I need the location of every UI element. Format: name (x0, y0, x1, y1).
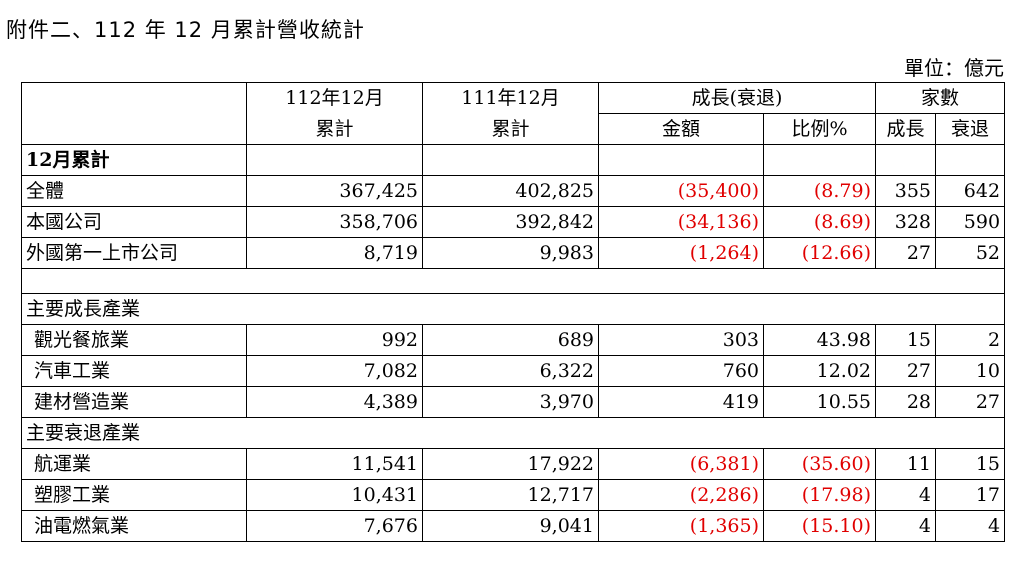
cell-current: 10,431 (246, 479, 423, 511)
row-name: 建材營造業 (21, 386, 247, 418)
header-ratio: 比例% (762, 113, 877, 145)
cell-decline: 642 (935, 175, 1006, 207)
section-label: 12月累計 (21, 144, 247, 176)
header-current-cum: 累計 (246, 113, 423, 145)
table-row: 航運業 11,541 17,922 (6,381) (35.60) 11 15 (21, 448, 1006, 480)
table-row: 本國公司 358,706 392,842 (34,136) (8.69) 328… (21, 206, 1006, 238)
cell-current: 367,425 (246, 175, 423, 207)
page-title: 附件二、112 年 12 月累計營收統計 (6, 18, 365, 42)
header-companies: 家數 (875, 82, 1006, 114)
row-name: 油電燃氣業 (21, 510, 247, 542)
cell-ratio: (17.98) (762, 479, 877, 511)
cell-previous: 9,041 (422, 510, 599, 542)
section-row: 12月累計 (21, 144, 1006, 176)
category-row: 主要衰退產業 (20, 417, 1006, 449)
table-row: 油電燃氣業 7,676 9,041 (1,365) (15.10) 4 4 (21, 510, 1006, 542)
cell-grow: 355 (875, 175, 937, 207)
category-row: 主要成長產業 (20, 293, 1006, 325)
header-previous: 111年12月 (422, 82, 599, 114)
cell-decline: 17 (935, 479, 1006, 511)
table-row: 外國第一上市公司 8,719 9,983 (1,264) (12.66) 27 … (21, 237, 1006, 269)
cell-amount: (34,136) (598, 206, 764, 238)
cell-amount: 303 (598, 324, 764, 356)
cell-decline: 4 (935, 510, 1006, 542)
table-row: 塑膠工業 10,431 12,717 (2,286) (17.98) 4 17 (21, 479, 1006, 511)
header-row-1: 112年12月 111年12月 成長(衰退) 家數 (21, 82, 1006, 114)
cell-previous: 689 (422, 324, 599, 356)
cell-amount: (2,286) (598, 479, 764, 511)
header-previous-cum: 累計 (422, 113, 599, 145)
cell-grow: 27 (875, 237, 937, 269)
header-blank-2 (21, 113, 247, 145)
row-name: 航運業 (21, 448, 247, 480)
cell-ratio: (12.66) (762, 237, 877, 269)
cell-grow: 4 (875, 510, 937, 542)
cell-ratio: (35.60) (762, 448, 877, 480)
header-growth: 成長(衰退) (597, 82, 877, 114)
cell-current: 358,706 (246, 206, 423, 238)
decline-section-label: 主要衰退產業 (20, 417, 1006, 449)
header-amount: 金額 (598, 113, 764, 145)
row-name: 觀光餐旅業 (21, 324, 247, 356)
cell-grow: 28 (875, 386, 937, 418)
cell-previous: 17,922 (422, 448, 599, 480)
cell-grow: 4 (875, 479, 937, 511)
unit-label: 單位：億元 (904, 56, 1004, 80)
cell-previous: 9,983 (422, 237, 599, 269)
table-row: 全體 367,425 402,825 (35,400) (8.79) 355 6… (21, 175, 1006, 207)
cell-previous: 392,842 (422, 206, 599, 238)
cell-decline: 2 (935, 324, 1006, 356)
cell-grow: 15 (875, 324, 937, 356)
row-name: 汽車工業 (21, 355, 247, 387)
header-grow: 成長 (875, 113, 937, 145)
header-row-2: 累計 累計 金額 比例% 成長 衰退 (21, 113, 1006, 145)
cell-amount: (1,264) (598, 237, 764, 269)
header-current: 112年12月 (246, 82, 423, 114)
row-name: 外國第一上市公司 (21, 237, 247, 269)
cell-ratio: 10.55 (762, 386, 877, 418)
cell-decline: 27 (935, 386, 1006, 418)
cell-ratio: 12.02 (762, 355, 877, 387)
cell-previous: 3,970 (422, 386, 599, 418)
cell-grow: 328 (875, 206, 937, 238)
row-name: 全體 (21, 175, 247, 207)
cell-previous: 402,825 (422, 175, 599, 207)
spacer-row (20, 268, 1006, 294)
row-name: 本國公司 (21, 206, 247, 238)
cell-current: 992 (246, 324, 423, 356)
cell-decline: 52 (935, 237, 1006, 269)
cell-previous: 12,717 (422, 479, 599, 511)
cell-grow: 27 (875, 355, 937, 387)
cell-amount: (35,400) (598, 175, 764, 207)
growth-section-label: 主要成長產業 (20, 293, 1006, 325)
cell-current: 4,389 (246, 386, 423, 418)
cell-decline: 10 (935, 355, 1006, 387)
cell-decline: 590 (935, 206, 1006, 238)
cell-current: 8,719 (246, 237, 423, 269)
cell-ratio: 43.98 (762, 324, 877, 356)
cell-amount: (6,381) (598, 448, 764, 480)
cell-decline: 15 (935, 448, 1006, 480)
table-row: 觀光餐旅業 992 689 303 43.98 15 2 (21, 324, 1006, 356)
revenue-table: 112年12月 111年12月 成長(衰退) 家數 累計 累計 金額 比例% 成… (20, 82, 1006, 542)
cell-amount: 760 (598, 355, 764, 387)
table-row: 建材營造業 4,389 3,970 419 10.55 28 27 (21, 386, 1006, 418)
cell-current: 7,676 (246, 510, 423, 542)
cell-amount: (1,365) (598, 510, 764, 542)
cell-amount: 419 (598, 386, 764, 418)
table-row: 汽車工業 7,082 6,322 760 12.02 27 10 (21, 355, 1006, 387)
header-decline: 衰退 (935, 113, 1006, 145)
cell-ratio: (8.79) (762, 175, 877, 207)
cell-grow: 11 (875, 448, 937, 480)
row-name: 塑膠工業 (21, 479, 247, 511)
cell-ratio: (15.10) (762, 510, 877, 542)
cell-ratio: (8.69) (762, 206, 877, 238)
cell-current: 11,541 (246, 448, 423, 480)
cell-current: 7,082 (246, 355, 423, 387)
header-blank (21, 82, 247, 114)
cell-previous: 6,322 (422, 355, 599, 387)
